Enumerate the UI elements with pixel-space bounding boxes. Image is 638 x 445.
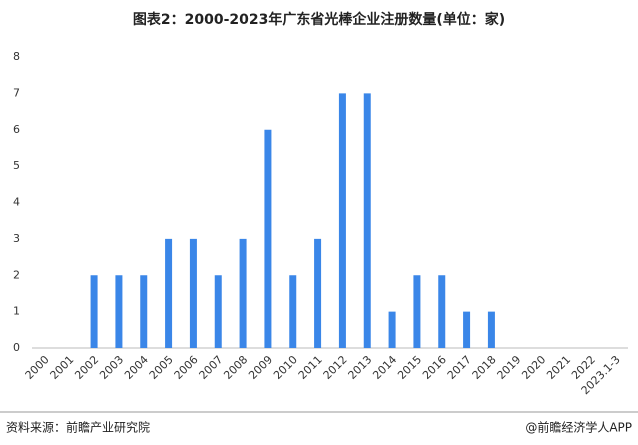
bar bbox=[140, 275, 148, 348]
bar bbox=[214, 275, 222, 348]
bar bbox=[438, 275, 446, 348]
y-tick-label: 3 bbox=[13, 232, 20, 245]
bar bbox=[338, 93, 346, 348]
x-tick-label: 2019 bbox=[495, 353, 524, 382]
bar bbox=[388, 311, 396, 348]
bar bbox=[189, 238, 197, 348]
x-tick-label: 2010 bbox=[271, 353, 300, 382]
brand: @前瞻经济学人APP bbox=[525, 420, 632, 435]
x-tick-label: 2015 bbox=[395, 353, 424, 382]
x-tick-label: 2016 bbox=[420, 353, 449, 382]
x-tick-label: 2020 bbox=[519, 353, 548, 382]
y-tick-label: 0 bbox=[13, 341, 20, 354]
x-tick-label: 2007 bbox=[197, 353, 226, 382]
x-tick-label: 2017 bbox=[445, 353, 474, 382]
bar bbox=[314, 238, 322, 348]
x-tick-label: 2003 bbox=[97, 353, 126, 382]
x-tick-label: 2018 bbox=[470, 353, 499, 382]
chart-title: 图表2：2000-2023年广东省光棒企业注册数量(单位：家) bbox=[133, 11, 505, 28]
x-tick-label: 2013 bbox=[346, 353, 375, 382]
bar bbox=[165, 238, 173, 348]
bar bbox=[115, 275, 123, 348]
bar bbox=[264, 129, 272, 348]
x-tick-label: 2014 bbox=[370, 353, 399, 382]
y-tick-label: 2 bbox=[13, 268, 20, 281]
y-tick-label: 4 bbox=[13, 196, 20, 209]
x-tick-label: 2005 bbox=[147, 353, 176, 382]
y-tick-label: 5 bbox=[13, 159, 20, 172]
x-tick-label: 2011 bbox=[296, 353, 325, 382]
bar bbox=[413, 275, 421, 348]
x-tick-label: 2001 bbox=[48, 353, 77, 382]
bar bbox=[487, 311, 495, 348]
y-tick-label: 8 bbox=[13, 50, 20, 63]
bar bbox=[90, 275, 98, 348]
bar bbox=[239, 238, 247, 348]
bar bbox=[289, 275, 297, 348]
x-tick-label: 2002 bbox=[72, 353, 101, 382]
x-tick-label: 2000 bbox=[23, 353, 52, 382]
x-tick-label: 2006 bbox=[172, 353, 201, 382]
x-tick-label: 2004 bbox=[122, 353, 151, 382]
x-tick-label: 2008 bbox=[221, 353, 250, 382]
bar bbox=[363, 93, 371, 348]
y-tick-label: 7 bbox=[13, 86, 20, 99]
x-tick-label: 2021 bbox=[544, 353, 573, 382]
x-tick-label: 2009 bbox=[246, 353, 275, 382]
y-tick-label: 1 bbox=[13, 305, 20, 318]
source: 资料来源：前瞻产业研究院 bbox=[6, 420, 150, 435]
y-tick-label: 6 bbox=[13, 123, 20, 136]
x-tick-label: 2012 bbox=[321, 353, 350, 382]
bar bbox=[463, 311, 471, 348]
